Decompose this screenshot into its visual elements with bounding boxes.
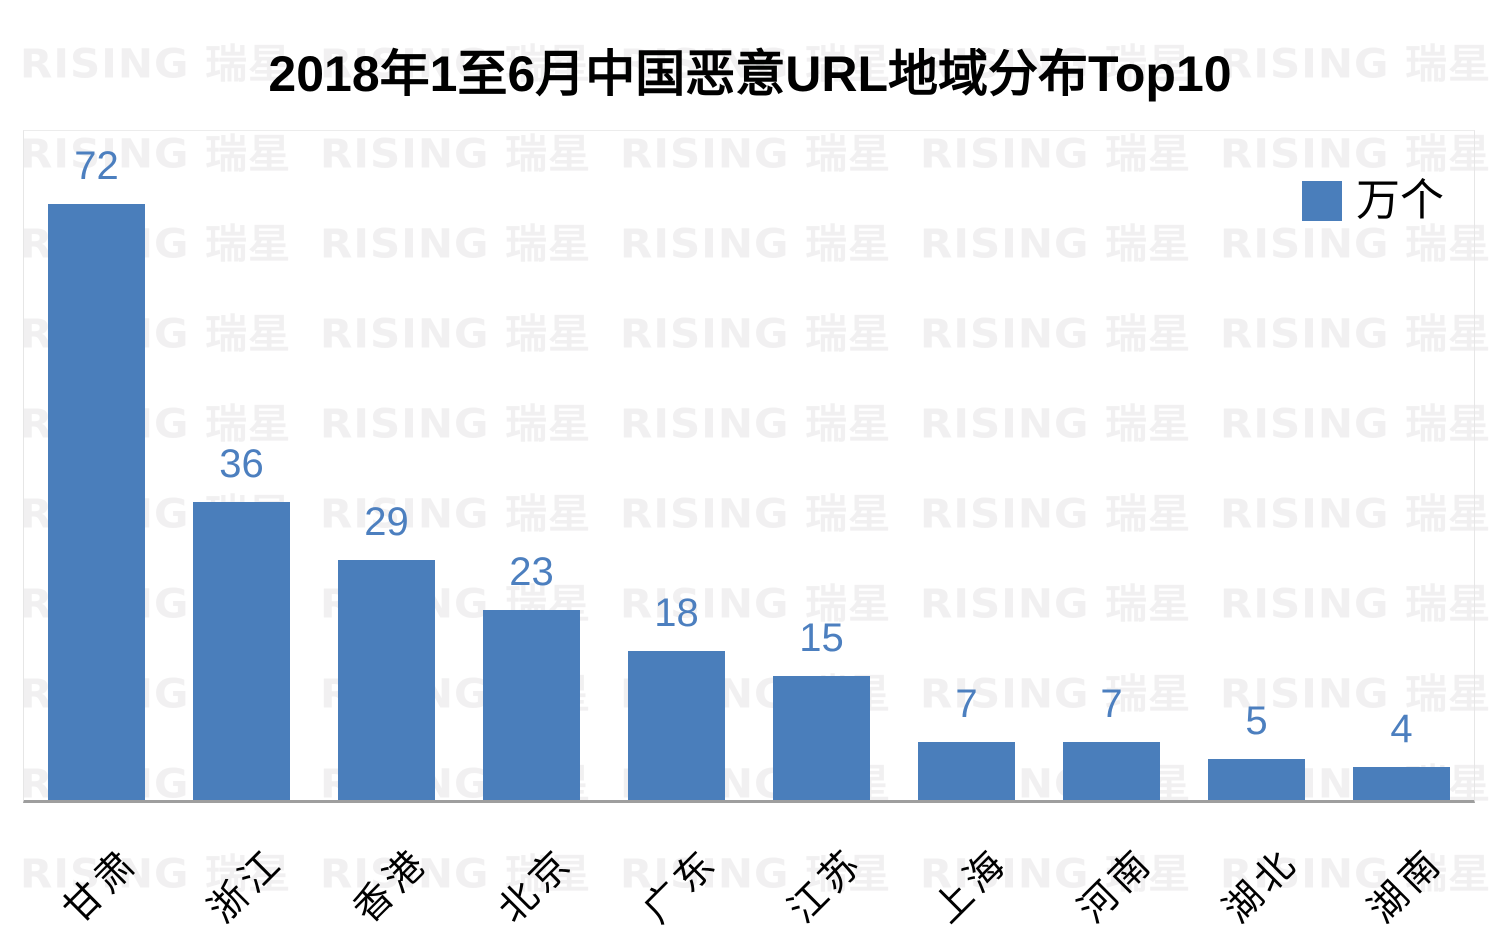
bar bbox=[628, 651, 725, 800]
bar-value-label: 7 bbox=[1100, 682, 1123, 726]
x-axis-label: 河南 bbox=[1071, 840, 1162, 932]
x-axis-label: 北京 bbox=[491, 840, 582, 932]
bar-group: 72 bbox=[24, 146, 169, 800]
watermark-text: RISING 瑞星 bbox=[620, 850, 892, 897]
bar-value-label: 18 bbox=[654, 591, 699, 635]
bar-group: 7 bbox=[894, 684, 1039, 800]
bar-series: 72 36 29 23 18 15 7 7 5 4 bbox=[24, 131, 1474, 800]
bar-value-label: 5 bbox=[1245, 699, 1268, 743]
bar-value-label: 23 bbox=[509, 550, 554, 594]
bar bbox=[483, 610, 580, 800]
bar bbox=[1063, 742, 1160, 800]
chart-title: 2018年1至6月中国恶意URL地域分布Top10 bbox=[268, 46, 1232, 102]
bar bbox=[48, 204, 145, 800]
bar-value-label: 7 bbox=[955, 682, 978, 726]
bar-group: 15 bbox=[749, 618, 894, 800]
bar bbox=[773, 676, 870, 800]
bar bbox=[193, 502, 290, 800]
bar bbox=[918, 742, 1015, 800]
bar-value-label: 72 bbox=[74, 144, 119, 188]
x-axis-label: 广东 bbox=[636, 840, 727, 932]
watermark-text: RISING 瑞星 bbox=[1220, 850, 1492, 897]
watermark-text: RISING 瑞星 bbox=[320, 850, 592, 897]
bar-group: 4 bbox=[1329, 709, 1474, 800]
bar-group: 7 bbox=[1039, 684, 1184, 800]
bar-value-label: 29 bbox=[364, 500, 409, 544]
bar-group: 36 bbox=[169, 444, 314, 800]
x-axis-label: 上海 bbox=[926, 840, 1017, 932]
x-axis-label: 湖北 bbox=[1216, 840, 1307, 932]
bar-group: 29 bbox=[314, 502, 459, 800]
legend: 万个 bbox=[1302, 179, 1444, 223]
bar-value-label: 4 bbox=[1390, 707, 1413, 751]
watermark-text: RISING 瑞星 bbox=[920, 850, 1192, 897]
legend-swatch-icon bbox=[1302, 181, 1342, 221]
bar bbox=[338, 560, 435, 800]
watermark-text: RISING 瑞星 bbox=[20, 850, 292, 897]
bar bbox=[1208, 759, 1305, 800]
plot-area: 72 36 29 23 18 15 7 7 5 4 bbox=[23, 130, 1475, 803]
bar-value-label: 15 bbox=[799, 616, 844, 660]
legend-label: 万个 bbox=[1356, 176, 1444, 225]
x-axis-label: 香港 bbox=[346, 840, 437, 932]
x-axis-label: 湖南 bbox=[1361, 840, 1452, 932]
bar-group: 5 bbox=[1184, 701, 1329, 800]
x-axis-label: 江苏 bbox=[781, 840, 872, 932]
bar-group: 18 bbox=[604, 593, 749, 800]
bar-value-label: 36 bbox=[219, 442, 264, 486]
bar bbox=[1353, 767, 1450, 800]
x-axis-label: 甘肃 bbox=[56, 840, 147, 932]
bar-group: 23 bbox=[459, 552, 604, 800]
x-axis-label: 浙江 bbox=[201, 840, 292, 932]
